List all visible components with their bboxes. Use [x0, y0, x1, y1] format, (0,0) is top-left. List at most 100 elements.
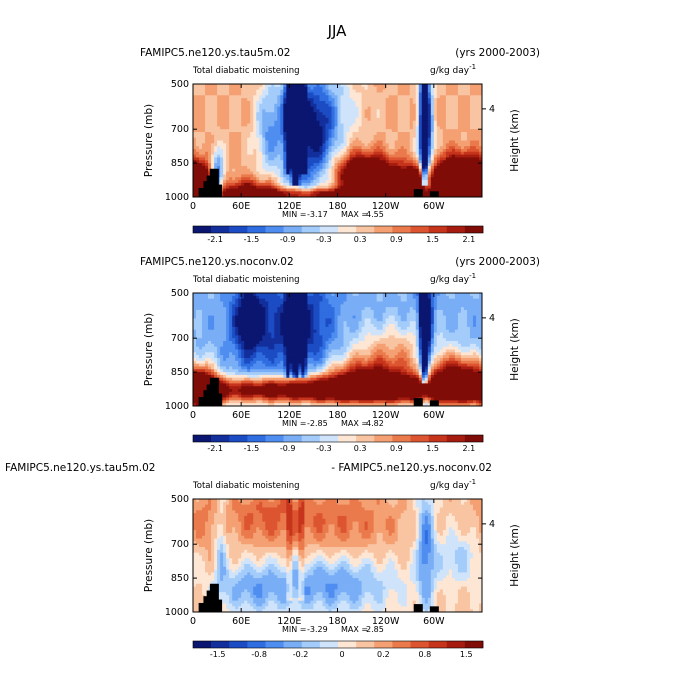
- heatmap-cell: [286, 126, 290, 130]
- heatmap-cell: [199, 321, 203, 325]
- heatmap-cell: [265, 307, 269, 311]
- heatmap-cell: [448, 321, 453, 325]
- heatmap-cell: [220, 157, 224, 161]
- heatmap-cell: [358, 298, 362, 302]
- heatmap-cell: [463, 165, 468, 170]
- heatmap-cell: [307, 168, 311, 172]
- heatmap-cell: [202, 126, 206, 130]
- heatmap-cell: [427, 321, 432, 325]
- heatmap-cell: [406, 154, 411, 158]
- heatmap-cell: [301, 180, 305, 184]
- heatmap-cell: [427, 123, 432, 127]
- heatmap-cell: [397, 304, 402, 308]
- heatmap-cell: [205, 98, 209, 102]
- heatmap-cell: [265, 312, 269, 316]
- heatmap-cell: [352, 154, 356, 158]
- heatmap-cell: [355, 168, 359, 172]
- heatmap-cell: [388, 165, 393, 170]
- heatmap-cell: [388, 151, 393, 156]
- heatmap-cell: [433, 106, 438, 110]
- heatmap-cell: [373, 188, 378, 192]
- heatmap-cell: [256, 194, 260, 198]
- heatmap-cell: [337, 191, 341, 195]
- heatmap-cell: [271, 140, 275, 144]
- heatmap-cell: [385, 293, 390, 297]
- heatmap-cell: [310, 160, 314, 164]
- heatmap-cell: [259, 92, 263, 96]
- heatmap-cell: [478, 174, 483, 178]
- heatmap-cell: [469, 140, 474, 144]
- heatmap-cell: [343, 120, 347, 124]
- heatmap-cell: [307, 129, 311, 133]
- heatmap-cell: [307, 182, 311, 187]
- heatmap-cell: [418, 293, 423, 297]
- heatmap-cell: [373, 84, 378, 88]
- heatmap-cell: [259, 86, 263, 91]
- heatmap-cell: [265, 194, 269, 198]
- heatmap-cell: [307, 163, 311, 167]
- heatmap-cell: [457, 315, 462, 319]
- heatmap-cell: [412, 309, 417, 314]
- heatmap-cell: [358, 312, 362, 316]
- heatmap-cell: [244, 171, 248, 175]
- heatmap-cell: [406, 109, 411, 113]
- heatmap-cell: [328, 298, 332, 302]
- heatmap-cell: [448, 312, 453, 316]
- heatmap-cell: [217, 298, 221, 302]
- heatmap-cell: [295, 307, 299, 311]
- heatmap-cell: [355, 318, 359, 322]
- heatmap-cell: [409, 321, 414, 325]
- heatmap-cell: [286, 115, 290, 119]
- panel-right-title: (yrs 2000-2003): [455, 47, 540, 59]
- heatmap-cell: [262, 174, 266, 178]
- heatmap-cell: [376, 180, 381, 184]
- heatmap-cell: [445, 132, 450, 136]
- heatmap-cell: [409, 143, 414, 147]
- heatmap-cell: [460, 148, 465, 153]
- heatmap-cell: [427, 157, 432, 161]
- heatmap-cell: [229, 112, 233, 116]
- heatmap-cell: [439, 120, 444, 124]
- heatmap-cell: [274, 151, 278, 156]
- heatmap-cell: [229, 171, 233, 175]
- heatmap-cell: [193, 180, 197, 184]
- heatmap-cell: [376, 109, 381, 113]
- heatmap-cell: [436, 293, 441, 297]
- heatmap-cell: [223, 117, 227, 122]
- colorbar-swatch: [338, 226, 357, 233]
- heatmap-cell: [370, 301, 375, 305]
- heatmap-cell: [373, 86, 378, 91]
- heatmap-cell: [370, 89, 375, 93]
- heatmap-cell: [361, 165, 365, 170]
- heatmap-cell: [370, 177, 375, 181]
- heatmap-cell: [469, 309, 474, 314]
- panel-subtitle: Total diabatic moistening: [192, 66, 300, 76]
- heatmap-cell: [292, 129, 296, 133]
- heatmap-cell: [388, 132, 393, 136]
- heatmap-cell: [298, 194, 302, 198]
- heatmap-cell: [397, 109, 402, 113]
- heatmap-cell: [235, 293, 239, 297]
- heatmap-cell: [376, 134, 381, 139]
- heatmap-cell: [202, 304, 206, 308]
- heatmap-cell: [229, 191, 233, 195]
- heatmap-cell: [361, 293, 365, 297]
- heatmap-cell: [310, 171, 314, 175]
- heatmap-cell: [232, 151, 236, 156]
- heatmap-cell: [388, 123, 393, 127]
- heatmap-cell: [319, 185, 323, 189]
- heatmap-cell: [403, 307, 408, 311]
- heatmap-cell: [244, 137, 248, 141]
- heatmap-cell: [475, 157, 480, 161]
- heatmap-cell: [370, 309, 375, 314]
- heatmap-cell: [256, 123, 260, 127]
- heatmap-cell: [202, 117, 206, 122]
- heatmap-cell: [238, 129, 242, 133]
- heatmap-cell: [334, 309, 338, 314]
- heatmap-cell: [406, 309, 411, 314]
- heatmap-cell: [406, 304, 411, 308]
- heatmap-cell: [250, 160, 254, 164]
- heatmap-cell: [352, 157, 356, 161]
- heatmap-cell: [286, 134, 290, 139]
- heatmap-cell: [202, 165, 206, 170]
